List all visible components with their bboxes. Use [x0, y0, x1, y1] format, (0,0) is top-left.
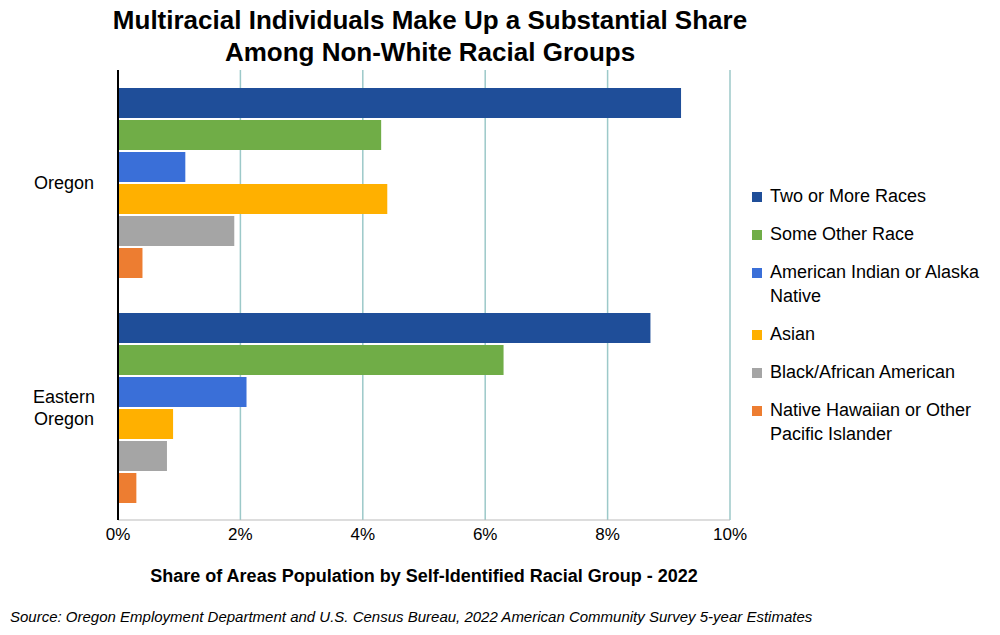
html-text:Source: Oregon Employment Depa: Source: Oregon Employment Department and…: [10, 608, 813, 625]
html-text:Asian: Asian: [770, 324, 815, 344]
html-text:Share of Areas Population by S: Share of Areas Population by Self-Identi…: [150, 566, 698, 586]
html-text:Two or More Races: Two or More Races: [770, 186, 927, 206]
svg-text:0%: 0%: [106, 525, 131, 544]
svg-text:4%: 4%: [351, 525, 376, 544]
html-text:Native Hawaiian or Other Pacif: Native Hawaiian or Other Pacific Islande…: [770, 400, 972, 444]
html-text:Some Other Race: Some Other Race: [770, 224, 915, 244]
svg-text:10%: 10%: [713, 525, 747, 544]
svg-text:6%: 6%: [473, 525, 498, 544]
svg-text:2%: 2%: [228, 525, 253, 544]
html-text:Black/African American: Black/African American: [770, 362, 956, 382]
html-text:Multiracial Individuals Make U: Multiracial Individuals Make Up a Substa…: [112, 5, 748, 67]
svg-text:8%: 8%: [595, 525, 620, 544]
svg-text:Oregon: Oregon: [34, 173, 94, 193]
html-text:American Indian or Alaska Nati: American Indian or Alaska Native: [770, 262, 980, 306]
svg-text:EasternOregon: EasternOregon: [33, 387, 95, 429]
